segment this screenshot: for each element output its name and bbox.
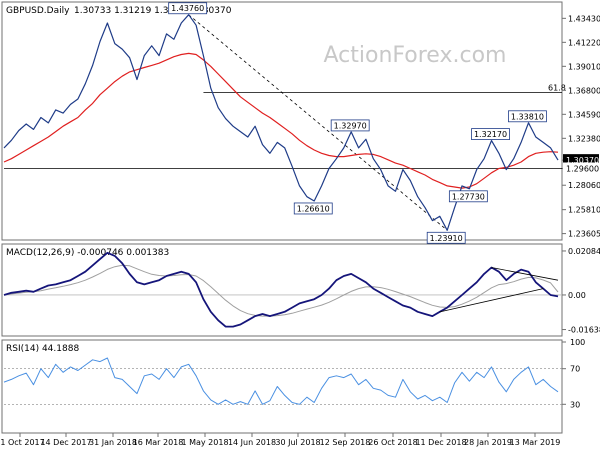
x-tick-label: 16 Mar 2018 xyxy=(133,438,184,447)
sma-line xyxy=(3,52,559,189)
level-price-tag: 1.29600 xyxy=(566,165,599,174)
price-tick-label: 1.28060 xyxy=(568,181,600,190)
rsi-tick-label: 30 xyxy=(570,400,580,409)
price-annotation-box xyxy=(448,190,488,203)
price-annotations: 61.8 1.43760 1.32970 1.26610 1.23910 1.27730 1… xyxy=(168,2,566,244)
price-tick-label: 1.41220 xyxy=(568,38,600,47)
macd-tick-label: 0.020848 xyxy=(568,247,600,256)
price-annotation-label: 1.23910 xyxy=(430,234,463,243)
price-annotation-label: 1.33810 xyxy=(511,112,544,121)
x-tick-label: 13 Mar 2019 xyxy=(510,438,561,447)
macd-tick-label: -0.016389 xyxy=(568,326,600,335)
x-tick-label: 1 May 2018 xyxy=(181,438,228,447)
macd-panel xyxy=(1,243,563,337)
price-axis: 1.43430 1.41220 1.39010 1.36800 1.34590 1.323… xyxy=(562,14,600,239)
rsi-axis: 100 70 30 xyxy=(562,338,585,409)
last-price-tag: 1.30370 xyxy=(566,156,599,165)
rsi-grid xyxy=(4,368,562,405)
price-tick-label: 1.43430 xyxy=(568,14,600,23)
price-annotation-label: 1.32970 xyxy=(334,121,367,130)
price-annotation-label: 1.27730 xyxy=(452,192,485,201)
x-tick-label: 30 Jul 2018 xyxy=(275,438,320,447)
dashed-trendline xyxy=(188,14,448,231)
macd-title: MACD(12,26,9) -0.000746 0.001383 xyxy=(6,248,169,258)
macd-signal-line xyxy=(3,264,559,317)
price-line xyxy=(3,14,559,231)
price-ohlc: 1.30733 1.31219 1.30259 1.30370 xyxy=(74,6,232,16)
price-panel xyxy=(1,1,563,241)
price-annotation-box xyxy=(293,202,333,215)
macd-tick-label: 0.00 xyxy=(568,291,586,300)
macd-series xyxy=(3,251,559,328)
x-tick-label: 31 Jan 2018 xyxy=(89,438,137,447)
macd-axis: 0.020848 0.00 -0.016389 xyxy=(562,247,600,335)
price-tick-label: 1.23605 xyxy=(568,230,600,239)
x-tick-label: 14 Dec 2017 xyxy=(40,438,91,447)
price-annotation-box xyxy=(330,119,370,132)
rsi-title: RSI(14) 44.1888 xyxy=(6,344,79,354)
x-tick-label: 26 Oct 2018 xyxy=(368,438,417,447)
price-tick-label: 1.32380 xyxy=(568,134,600,143)
rsi-tick-label: 100 xyxy=(570,338,585,347)
level-price-tag-bg xyxy=(563,162,599,174)
macd-upper-trendline xyxy=(491,267,559,281)
rsi-line xyxy=(3,357,559,405)
price-annotation-box xyxy=(426,231,466,244)
price-tick-label: 1.25810 xyxy=(568,206,600,215)
price-tick-label: 1.34590 xyxy=(568,110,600,119)
x-tick-label: 11 Dec 2018 xyxy=(415,438,466,447)
price-tick-label: 1.36800 xyxy=(568,86,600,95)
price-annotation-box xyxy=(508,110,547,123)
level-label: 61.8 xyxy=(548,83,566,92)
rsi-series xyxy=(3,357,559,405)
price-annotation-box xyxy=(471,128,510,140)
rsi-panel xyxy=(1,339,563,434)
rsi-tick-label: 70 xyxy=(570,365,580,374)
x-tick-label: 12 Sep 2018 xyxy=(320,438,371,447)
price-annotation-box xyxy=(168,2,208,15)
last-price-tag-bg xyxy=(563,154,599,166)
macd-line xyxy=(3,251,559,328)
x-tick-label: 14 Jun 2018 xyxy=(228,438,276,447)
price-annotation-label: 1.26610 xyxy=(297,204,330,213)
price-title: GBPUSD.Daily xyxy=(6,6,70,16)
x-tick-label: 28 Jan 2019 xyxy=(464,438,512,447)
price-annotation-label: 1.43760 xyxy=(171,4,204,13)
price-tick-label: 1.39010 xyxy=(568,62,600,71)
macd-lower-trendline xyxy=(439,288,544,313)
x-tick-label: 31 Oct 2017 xyxy=(0,438,45,447)
price-series xyxy=(3,14,562,231)
watermark: ActionForex.com xyxy=(324,43,507,68)
price-annotation-label: 1.32170 xyxy=(474,130,507,139)
